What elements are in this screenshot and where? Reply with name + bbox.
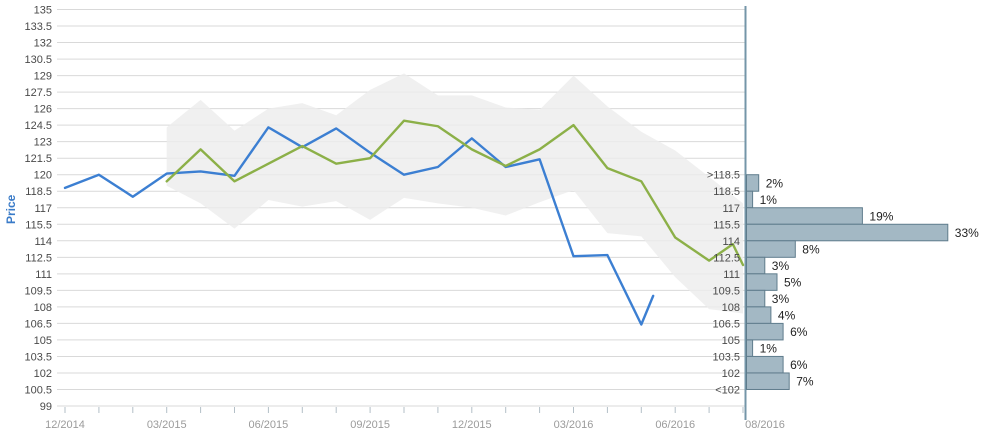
percent-label: 7% (796, 375, 814, 389)
histogram-bar (746, 355, 784, 374)
bin-edge-label: 105 (722, 335, 740, 347)
y-axis-label: 126 (34, 104, 52, 116)
percent-label: 19% (869, 210, 893, 224)
bin-edge-label: 114 (722, 236, 740, 248)
bin-edge-label: >118.5 (707, 170, 740, 182)
y-axis-label: 111 (35, 269, 52, 281)
x-axis-label: 12/2015 (452, 419, 492, 431)
y-axis-label: 109.5 (24, 285, 52, 297)
percent-label: 8% (802, 243, 820, 257)
y-axis-label: 108 (34, 302, 52, 314)
percent-label: 6% (790, 325, 808, 339)
percent-label: 6% (790, 358, 808, 372)
percent-label: 5% (784, 276, 802, 290)
histogram-bar (746, 240, 796, 258)
x-axis-label: 06/2015 (249, 419, 289, 431)
y-axis-label: 123 (34, 137, 52, 149)
y-axis-label: 105 (34, 335, 52, 347)
y-axis-label: 130.5 (24, 54, 52, 66)
percent-label: 4% (778, 309, 796, 323)
x-axis-label: 03/2015 (147, 419, 187, 431)
histogram-bar (746, 174, 760, 192)
histogram-bar (746, 223, 949, 242)
confidence-band (166, 73, 743, 314)
bin-edge-label: 108 (722, 302, 740, 314)
x-axis-label: 12/2014 (45, 419, 85, 431)
y-axis-title: Price (4, 194, 18, 224)
y-axis-label: 135 (34, 5, 52, 17)
y-axis-label: 124.5 (24, 120, 52, 132)
y-axis-label: 132 (34, 38, 52, 50)
x-axis-label: 08/2016 (745, 419, 785, 431)
y-axis-label: 127.5 (24, 87, 52, 99)
y-axis-label: 103.5 (24, 351, 52, 363)
bin-edge-label: 109.5 (712, 285, 740, 297)
percent-label: 1% (760, 193, 778, 207)
histogram-bar (746, 339, 754, 357)
bin-edge-label: 112.5 (713, 252, 740, 264)
histogram-bar (746, 256, 766, 275)
x-axis-label: 06/2016 (655, 419, 695, 431)
histogram-bar (746, 273, 778, 291)
bin-edge-label: 106.5 (712, 318, 740, 330)
y-axis-label: 114 (34, 236, 52, 248)
bin-edge-label: 102 (722, 368, 740, 380)
bin-edge-label: 118.5 (713, 186, 740, 198)
y-axis-label: 115.5 (25, 219, 52, 231)
histogram-bar (746, 289, 766, 308)
histogram-bar (746, 190, 754, 209)
y-axis-label: 106.5 (24, 318, 52, 330)
percent-label: 2% (766, 176, 784, 190)
histogram-bar (746, 322, 784, 341)
y-axis-label: 100.5 (24, 384, 52, 396)
y-axis-label: 133.5 (24, 21, 52, 33)
y-axis-label: 120 (34, 170, 52, 182)
bin-edge-label: 111 (723, 269, 740, 281)
histogram-bar (746, 207, 863, 225)
green-estimate-line (165, 119, 745, 267)
y-axis-label: 99 (40, 401, 52, 413)
percent-label: 3% (772, 259, 790, 273)
x-axis-label: 03/2016 (554, 419, 594, 431)
y-axis-label: 112.5 (25, 252, 52, 264)
histogram-bar (746, 372, 790, 390)
bin-edge-label: <102 (715, 384, 740, 396)
y-axis-label: 129 (34, 71, 52, 83)
y-axis-label: 118.5 (25, 186, 52, 198)
y-axis-label: 117 (34, 203, 52, 215)
blue-price-line (63, 126, 655, 326)
percent-label: 33% (955, 226, 979, 240)
x-axis-label: 09/2015 (350, 419, 390, 431)
bin-edge-label: 117 (722, 203, 740, 215)
percent-label: 1% (760, 342, 778, 356)
percent-label: 3% (772, 292, 790, 306)
histogram-bar (746, 306, 772, 324)
bin-edge-label: 115.5 (713, 219, 740, 231)
y-axis-label: 102 (34, 368, 52, 380)
bin-edge-label: 103.5 (712, 351, 740, 363)
y-axis-label: 121.5 (24, 153, 52, 165)
